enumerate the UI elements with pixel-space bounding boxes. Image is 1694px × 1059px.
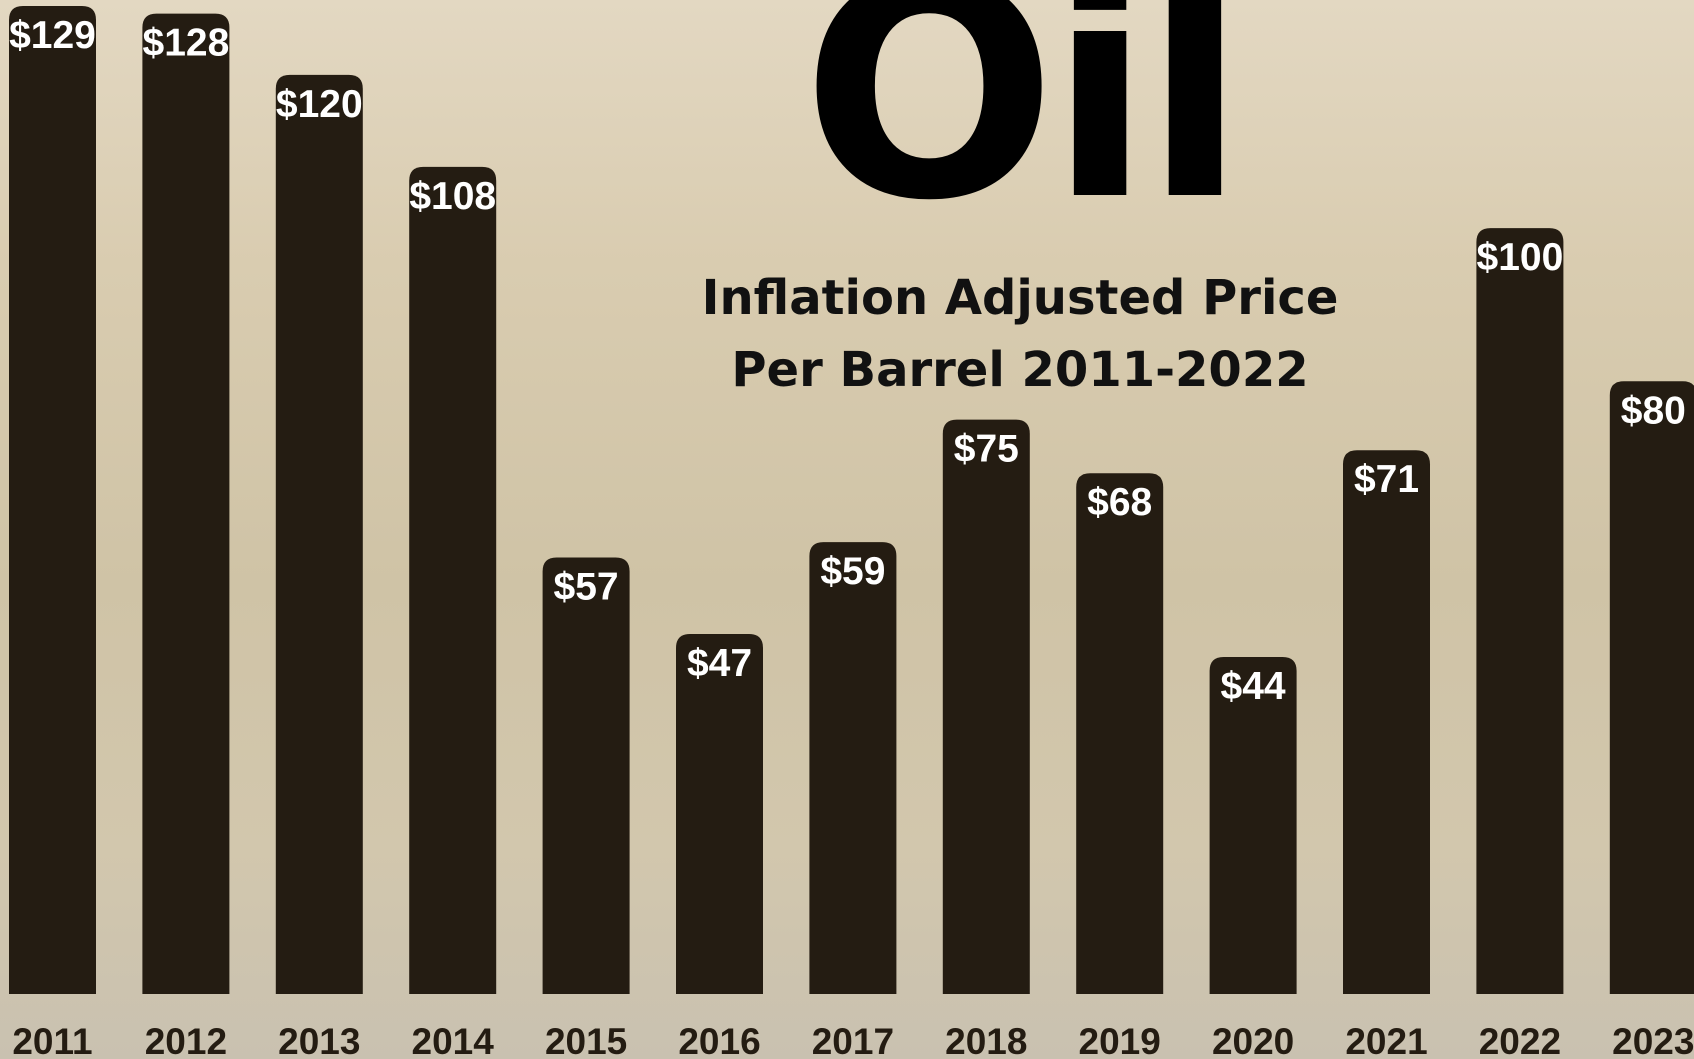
bar bbox=[276, 75, 363, 994]
value-label: $100 bbox=[1477, 236, 1564, 279]
chart-subtitle: Inflation Adjusted Price Per Barrel 2011… bbox=[655, 262, 1385, 406]
x-tick-label: 2011 bbox=[12, 1021, 92, 1059]
bar bbox=[676, 634, 763, 994]
value-label: $128 bbox=[143, 22, 230, 65]
x-tick-label: 2014 bbox=[412, 1021, 495, 1059]
bar bbox=[943, 420, 1030, 994]
value-label: $47 bbox=[687, 642, 752, 685]
bar bbox=[1610, 381, 1694, 994]
value-label: $129 bbox=[9, 14, 96, 57]
bar bbox=[1343, 450, 1430, 994]
value-label: $80 bbox=[1621, 389, 1686, 432]
value-label: $57 bbox=[554, 565, 619, 608]
x-tick-label: 2018 bbox=[945, 1021, 1027, 1059]
x-tick-label: 2021 bbox=[1345, 1021, 1427, 1059]
x-tick-label: 2015 bbox=[545, 1021, 627, 1059]
value-label: $108 bbox=[409, 175, 496, 218]
x-tick-label: 2023 bbox=[1612, 1021, 1694, 1059]
bar bbox=[9, 6, 96, 994]
chart-title: Oil bbox=[720, 0, 1320, 242]
bar bbox=[543, 557, 630, 994]
value-label: $75 bbox=[954, 428, 1019, 471]
bar bbox=[1476, 228, 1563, 994]
x-tick-label: 2016 bbox=[678, 1021, 760, 1059]
bar bbox=[1076, 473, 1163, 994]
value-label: $59 bbox=[820, 550, 885, 593]
page: $129 2011 $128 2012 $120 2013 $108 2014 $57 2015 $… bbox=[0, 0, 1694, 1059]
value-label: $71 bbox=[1354, 458, 1419, 501]
x-tick-label: 2022 bbox=[1479, 1021, 1561, 1059]
bar bbox=[142, 14, 229, 994]
x-tick-label: 2019 bbox=[1079, 1021, 1161, 1059]
x-tick-label: 2020 bbox=[1212, 1021, 1294, 1059]
value-label: $44 bbox=[1221, 665, 1286, 708]
value-label: $120 bbox=[276, 83, 363, 126]
value-label: $68 bbox=[1087, 481, 1152, 524]
background: $129 2011 $128 2012 $120 2013 $108 2014 $57 2015 $… bbox=[0, 0, 1694, 1059]
x-tick-label: 2013 bbox=[278, 1021, 360, 1059]
bar bbox=[409, 167, 496, 994]
bar bbox=[809, 542, 896, 994]
x-tick-label: 2012 bbox=[145, 1021, 227, 1059]
x-tick-label: 2017 bbox=[812, 1021, 894, 1059]
